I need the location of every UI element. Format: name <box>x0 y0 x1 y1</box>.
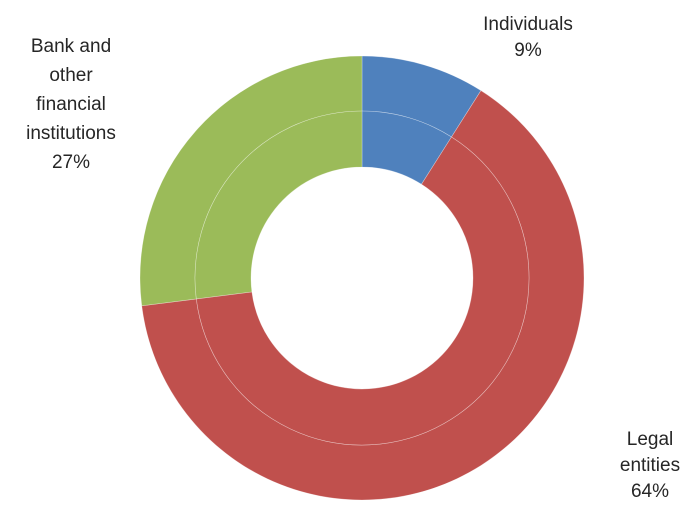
data-label-line: Bank and <box>31 36 111 57</box>
data-label-line: 9% <box>514 40 542 61</box>
data-label-line: institutions <box>26 123 116 144</box>
data-label-line: 64% <box>631 481 669 502</box>
data-label-individuals: Individuals 9% <box>483 14 573 61</box>
data-label-line: other <box>49 65 93 86</box>
chart-labels: Individuals 9% Legal entities 64% Bank and oth… <box>26 14 680 502</box>
data-label-legal-entities: Legal entities 64% <box>620 429 680 502</box>
data-label-line: entities <box>620 455 680 476</box>
slice-inner-bank-and-other-financial-institutions <box>194 110 363 300</box>
slice-inner-legal-entities <box>195 136 530 446</box>
data-label-line: Legal <box>627 429 674 450</box>
chart-slices <box>139 55 585 501</box>
data-label-bank-and-other-financial-institutions: Bank and other financial institutions 27% <box>26 36 116 173</box>
data-label-line: financial <box>36 94 106 115</box>
data-label-line: Individuals <box>483 14 573 35</box>
data-label-line: 27% <box>52 152 90 173</box>
